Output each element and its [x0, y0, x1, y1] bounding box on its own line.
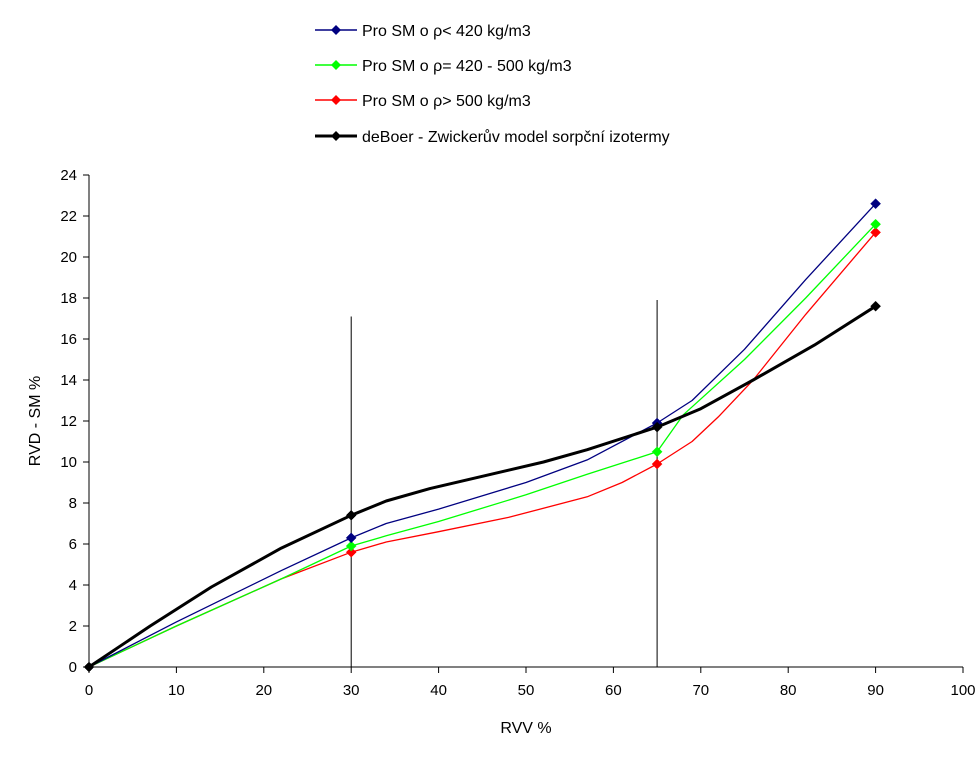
legend-label: Pro SM o ρ> 500 kg/m3: [362, 93, 531, 110]
y-tick-label: 4: [69, 577, 77, 594]
y-tick-label: 0: [69, 659, 77, 676]
legend-swatch-marker: [331, 95, 341, 105]
legend-swatch-marker: [331, 131, 341, 141]
x-tick-label: 100: [950, 682, 975, 699]
series-2-marker: [870, 218, 881, 230]
series-1-marker: [345, 532, 357, 544]
legend-swatch-marker: [331, 25, 341, 35]
series-2-marker: [345, 540, 357, 552]
legend: Pro SM o ρ< 420 kg/m3 Pro SM o ρ= 420 - 5…: [315, 23, 670, 146]
legend-label: Pro SM o ρ< 420 kg/m3: [362, 23, 531, 40]
x-tick-label: 30: [343, 682, 360, 699]
series-4-marker: [870, 300, 881, 312]
x-tick-label: 90: [867, 682, 884, 699]
series-3-marker: [870, 227, 881, 238]
series-line-3: [88, 231, 877, 668]
legend-label: Pro SM o ρ= 420 - 500 kg/m3: [362, 58, 572, 75]
y-tick-label: 12: [60, 413, 77, 430]
x-tick-label: 10: [168, 682, 185, 699]
x-tick-label: 80: [780, 682, 797, 699]
y-tick-label: 14: [60, 372, 77, 389]
series-line-1: [88, 203, 877, 668]
y-tick-label: 6: [69, 536, 77, 553]
x-tick-label: 40: [430, 682, 447, 699]
series-3-marker: [651, 458, 663, 470]
legend-swatch-marker: [331, 60, 341, 70]
series-3-marker: [345, 546, 357, 558]
reference-lines: [350, 300, 658, 667]
y-tick-label: 2: [69, 618, 77, 635]
series-1-marker: [870, 198, 881, 210]
x-tick-label: 20: [255, 682, 272, 699]
y-tick-label: 22: [60, 208, 77, 225]
legend-label: deBoer - Zwickerův model sorpční izoterm…: [362, 128, 670, 146]
y-axis-title: RVD - SM %: [27, 376, 44, 466]
x-axis-title: RVV %: [500, 720, 551, 737]
y-tick-label: 20: [60, 249, 77, 266]
series-line-2: [88, 223, 877, 668]
series-line-4: [88, 304, 877, 669]
y-tick-label: 10: [60, 454, 77, 471]
x-tick-label: 50: [518, 682, 535, 699]
series-4-marker: [345, 509, 357, 521]
y-tick-label: 16: [60, 331, 77, 348]
series-layer: [83, 198, 881, 673]
x-tick-label: 60: [605, 682, 622, 699]
axes: 0 10 20 30 40 50 60 70 80 90 100024681012141618202…: [60, 167, 975, 699]
x-tick-label: 0: [85, 682, 93, 699]
x-tick-label: 70: [692, 682, 709, 699]
y-tick-label: 8: [69, 495, 77, 512]
series-4-marker: [83, 661, 95, 673]
y-tick-label: 24: [60, 167, 77, 184]
series-4-marker: [651, 421, 663, 433]
y-tick-label: 18: [60, 290, 77, 307]
series-2-marker: [651, 446, 663, 458]
